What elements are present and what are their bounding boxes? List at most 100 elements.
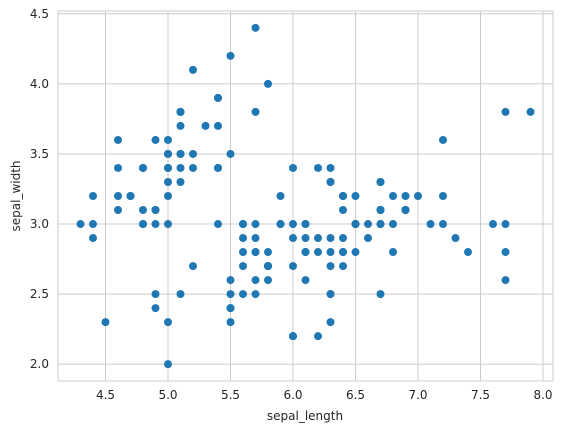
data-point [339,234,347,243]
data-point [251,107,260,116]
x-tick-labels: 4.5 5.0 5.5 6.0 6.5 7.0 7.5 8.0 [96,388,553,402]
data-point [501,107,510,116]
data-point [501,248,510,257]
data-point [251,234,260,243]
data-point [164,135,172,144]
data-point [339,248,347,257]
data-point [289,332,297,341]
data-point [89,192,97,200]
data-point [326,163,335,172]
data-point [214,220,222,229]
data-point [376,290,385,299]
x-tick-label: 7.5 [471,388,490,402]
data-point [214,93,222,102]
y-tick-label: 3.0 [30,217,49,231]
data-point [176,177,185,186]
data-point [164,220,172,229]
data-point [276,192,285,200]
data-point [176,107,185,116]
data-point [439,135,447,144]
data-point [251,290,260,299]
data-point [301,276,310,285]
y-tick-label: 2.5 [30,287,49,301]
x-tick-label: 6.0 [283,388,302,402]
data-point [376,220,385,229]
data-point [326,262,335,271]
data-point [239,262,247,271]
data-point [314,234,322,243]
data-point [326,177,335,186]
data-point [401,192,410,200]
data-point [326,234,335,243]
data-point [239,220,247,229]
data-point [251,276,260,285]
data-point [289,262,297,271]
data-point [301,234,310,243]
x-tick-label: 8.0 [533,388,552,402]
data-point [76,220,85,229]
data-point [176,290,185,299]
data-point [114,206,122,215]
data-point [139,220,147,229]
data-point [326,248,335,257]
data-point [164,318,172,327]
data-point [339,192,347,200]
x-tick-label: 7.0 [408,388,427,402]
data-point [464,248,472,257]
data-point [339,262,347,271]
data-point [151,290,160,299]
y-tick-labels: 2.0 2.5 3.0 3.5 4.0 4.5 [30,7,49,371]
data-point [351,248,360,257]
data-point [326,318,335,327]
data-point [389,192,397,200]
data-point [89,220,97,229]
data-point [251,248,260,257]
data-point [376,206,385,215]
data-point [264,262,272,271]
data-point [289,163,297,172]
data-point [289,220,297,229]
data-point [239,234,247,243]
data-point [251,220,260,229]
data-point [176,121,185,130]
data-point [301,248,310,257]
data-point [151,304,160,313]
data-point [226,276,235,285]
data-point [239,290,247,299]
y-tick-label: 2.0 [30,357,49,371]
data-point [176,163,185,172]
data-point [114,192,122,200]
data-point [189,163,197,172]
data-point [189,262,197,271]
y-tick-label: 3.5 [30,147,49,161]
data-point [401,206,410,215]
data-point [251,23,260,32]
data-point [176,149,185,158]
plot-frame [57,10,554,382]
data-point [239,248,247,257]
data-point [226,51,235,60]
y-axis-label: sepal_width [9,160,23,231]
data-point [439,220,447,229]
x-tick-label: 4.5 [96,388,115,402]
data-point [314,163,322,172]
data-point [389,248,397,257]
data-point [226,304,235,313]
data-point [164,163,172,172]
data-point [314,332,322,341]
data-point [451,234,460,243]
data-points [76,23,535,369]
data-point [264,276,272,285]
data-point [501,276,510,285]
data-point [526,107,535,116]
data-point [101,318,110,327]
data-point [126,192,135,200]
data-point [189,149,197,158]
data-point [414,192,422,200]
data-point [214,163,222,172]
data-point [389,220,397,229]
data-point [364,234,372,243]
data-point [114,163,122,172]
data-point [326,290,335,299]
